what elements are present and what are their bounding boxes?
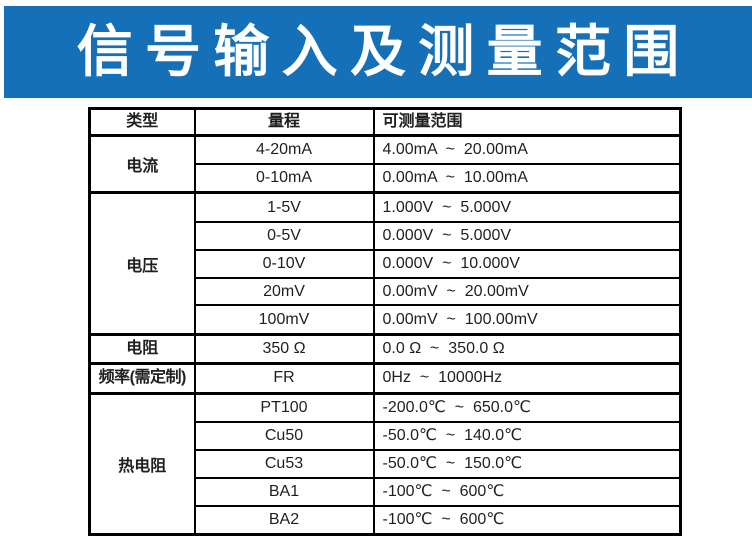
table-row: 0-10mA 0.00mA ~ 10.00mA <box>90 163 682 194</box>
table-row: 电阻 350 Ω 0.0 Ω ~ 350.0 Ω <box>88 332 682 365</box>
header-measurable: 可测量范围 <box>372 107 682 137</box>
range-cell: PT100 <box>193 391 375 423</box>
measurable-cell: 0.0 Ω ~ 350.0 Ω <box>372 332 682 365</box>
table-header-row: 类型 量程 可测量范围 <box>88 107 682 137</box>
measurable-cell: 0.00mA ~ 10.00mA <box>372 163 682 194</box>
measurable-cell: 0.00mV ~ 20.00mV <box>372 276 682 307</box>
range-cell: 20mV <box>193 276 375 307</box>
header-range: 量程 <box>193 107 375 137</box>
type-cell-voltage: 电压 <box>88 191 196 336</box>
range-cell: 100mV <box>193 304 375 336</box>
range-cell: BA2 <box>193 504 375 536</box>
measurable-cell: -200.0℃ ~ 650.0℃ <box>372 391 682 423</box>
type-cell-frequency: 频率(需定制) <box>88 362 196 395</box>
table-row: 频率(需定制) FR 0Hz ~ 10000Hz <box>88 362 682 395</box>
table-row: 100mV 0.00mV ~ 100.00mV <box>90 304 682 336</box>
type-cell-resistance: 电阻 <box>88 332 196 365</box>
table-row: 0-5V 0.000V ~ 5.000V <box>90 220 682 251</box>
page-title: 信号输入及测量范围 <box>76 20 692 83</box>
measurable-cell: 0.000V ~ 5.000V <box>372 220 682 251</box>
table-row: 电流 4-20mA 4.00mA ~ 20.00mA <box>88 133 682 194</box>
measurable-cell: -100℃ ~ 600℃ <box>372 504 682 536</box>
type-cell-current: 电流 <box>88 133 196 194</box>
type-cell-rtd: 热电阻 <box>88 391 196 536</box>
measurable-cell: 0.00mV ~ 100.00mV <box>372 304 682 336</box>
range-cell: 4-20mA <box>193 134 375 166</box>
table-row: 20mV 0.00mV ~ 20.00mV <box>90 276 682 307</box>
measurable-cell: 0.000V ~ 10.000V <box>372 248 682 279</box>
signal-range-table: 类型 量程 可测量范围 电流 4-20mA 4.00mA ~ 20.00mA 0… <box>88 107 682 536</box>
range-cell: 0-10V <box>193 248 375 279</box>
title-banner: 信号输入及测量范围 <box>4 6 752 98</box>
measurable-cell: -50.0℃ ~ 150.0℃ <box>372 448 682 479</box>
range-cell: Cu53 <box>193 448 375 479</box>
range-cell: 0-10mA <box>193 163 375 194</box>
range-cell: BA1 <box>193 476 375 507</box>
measurable-cell: 4.00mA ~ 20.00mA <box>372 134 682 166</box>
table-row: Cu53 -50.0℃ ~ 150.0℃ <box>90 448 682 479</box>
measurable-cell: 1.000V ~ 5.000V <box>372 191 682 223</box>
table-row: BA2 -100℃ ~ 600℃ <box>90 504 682 536</box>
measurable-cell: -50.0℃ ~ 140.0℃ <box>372 420 682 451</box>
range-cell: 1-5V <box>193 191 375 223</box>
table-row: Cu50 -50.0℃ ~ 140.0℃ <box>90 420 682 451</box>
measurable-cell: 0Hz ~ 10000Hz <box>372 362 682 395</box>
table-row: 热电阻 PT100 -200.0℃ ~ 650.0℃ <box>88 391 682 536</box>
table-row: 0-10V 0.000V ~ 10.000V <box>90 248 682 279</box>
range-cell: 350 Ω <box>193 332 375 365</box>
range-cell: Cu50 <box>193 420 375 451</box>
table-row: 电压 1-5V 1.000V ~ 5.000V <box>88 191 682 336</box>
range-cell: FR <box>193 362 375 395</box>
measurable-cell: -100℃ ~ 600℃ <box>372 476 682 507</box>
table-row: BA1 -100℃ ~ 600℃ <box>90 476 682 507</box>
header-type: 类型 <box>88 107 196 137</box>
range-cell: 0-5V <box>193 220 375 251</box>
